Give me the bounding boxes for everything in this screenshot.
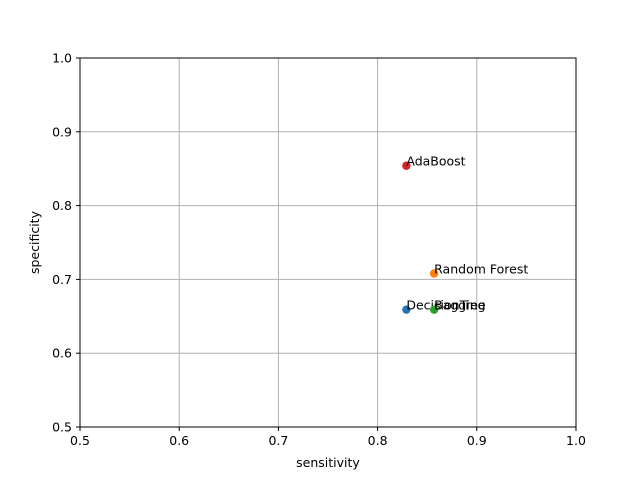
data-points: DecisionTree Random Forest Bagging AdaBoost <box>402 154 528 314</box>
y-tick-label: 0.9 <box>52 124 72 139</box>
data-point <box>429 305 439 314</box>
x-tick-label: 0.9 <box>467 433 487 448</box>
data-point <box>402 161 411 170</box>
axis-ticks: 0.5 0.6 0.7 0.8 0.9 1.0 0.5 0.6 0.7 0.8 0.9 1.0 <box>52 51 586 449</box>
y-tick-label: 0.5 <box>52 420 72 435</box>
y-axis-label: specificity <box>27 210 42 274</box>
data-point <box>402 305 411 314</box>
data-point-label: DecisionTree <box>406 298 486 313</box>
x-tick-label: 0.8 <box>368 433 388 448</box>
data-point-label: AdaBoost <box>406 154 465 169</box>
x-tick-label: 1.0 <box>566 433 586 448</box>
data-point <box>429 269 439 278</box>
plot-area-frame <box>79 57 577 428</box>
x-tick-label: 0.5 <box>70 433 90 448</box>
x-axis-label: sensitivity <box>296 455 360 470</box>
y-tick-label: 1.0 <box>52 51 72 66</box>
y-tick-label: 0.6 <box>52 346 72 361</box>
x-tick-label: 0.7 <box>268 433 288 448</box>
data-point-label: Random Forest <box>434 261 528 276</box>
x-tick-label: 0.6 <box>169 433 189 448</box>
y-tick-label: 0.7 <box>52 272 72 287</box>
data-point-label: Bagging <box>434 298 485 313</box>
y-tick-label: 0.8 <box>52 198 72 213</box>
